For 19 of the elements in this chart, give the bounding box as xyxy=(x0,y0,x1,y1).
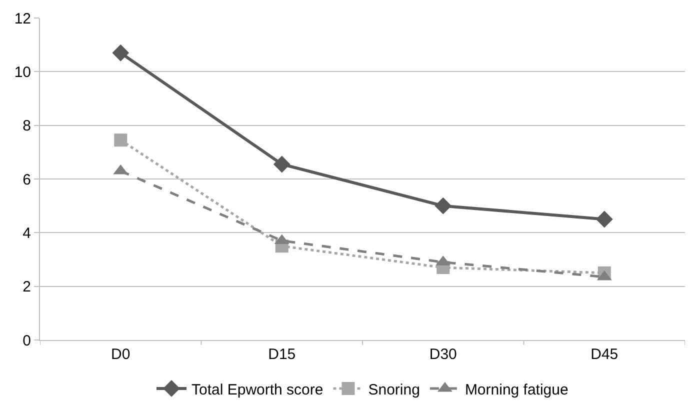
point xyxy=(596,210,613,228)
x-tick-label: D0 xyxy=(111,346,130,363)
legend-label: Morning fatigue xyxy=(464,381,568,398)
y-tick-label: 0 xyxy=(22,332,31,350)
y-tick-label: 4 xyxy=(22,224,31,242)
y-tick-label: 2 xyxy=(22,278,31,296)
point xyxy=(114,134,128,147)
point xyxy=(273,156,290,173)
y-tick-label: 12 xyxy=(14,10,31,28)
x-tick-label: D30 xyxy=(429,346,457,363)
point xyxy=(434,197,452,214)
x-tick-label: D15 xyxy=(268,346,296,363)
y-tick-label: 6 xyxy=(22,171,31,188)
legend-label: Snoring xyxy=(368,381,420,398)
point xyxy=(112,44,130,62)
x-tick-label: D45 xyxy=(590,346,618,363)
legend-label: Total Epworth score xyxy=(192,381,324,398)
y-tick-label: 10 xyxy=(14,64,31,81)
y-tick-label: 8 xyxy=(22,118,31,135)
